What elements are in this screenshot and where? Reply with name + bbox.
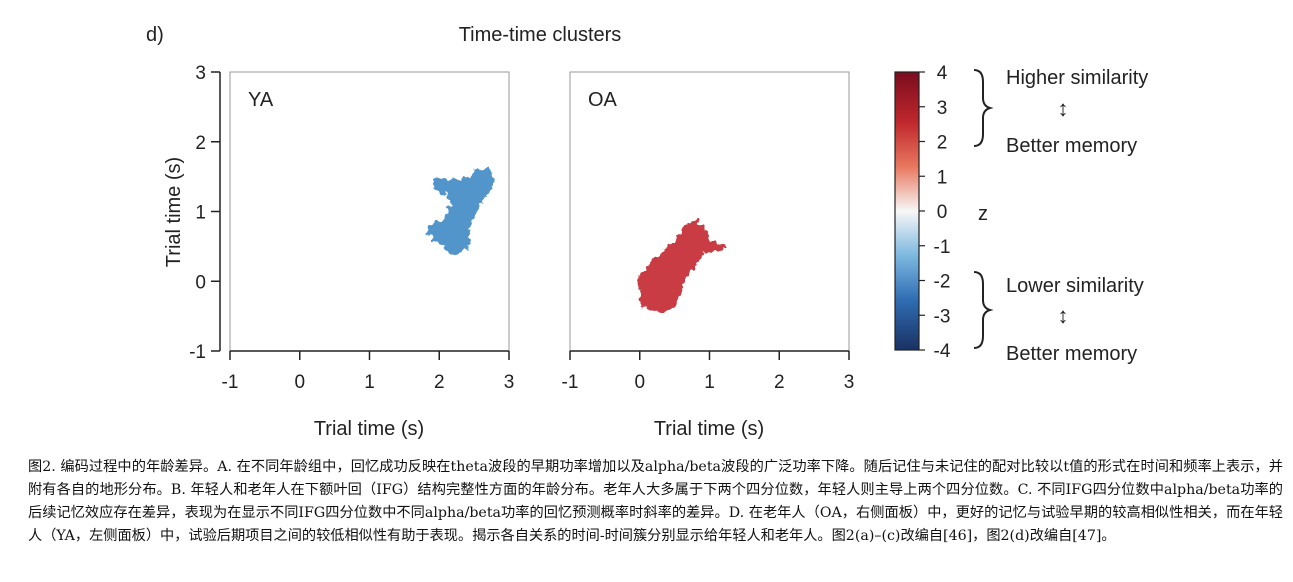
- oa-plot-frame: [569, 71, 850, 352]
- upper-better-memory-label: Better memory: [1006, 135, 1137, 157]
- colorbar-gradient: [894, 71, 920, 351]
- x-axis-label-ya: Trial time (s): [314, 418, 424, 440]
- colorbar-ticks: 4 3 2 1 0 -1 -2 -3 -4: [919, 63, 951, 362]
- colorbar-tick-label: -3: [934, 306, 951, 327]
- oa-x-tick-label: 2: [774, 372, 785, 393]
- y-axis-label: Trial time (s): [163, 157, 185, 267]
- ya-x-tick-label: 1: [364, 372, 375, 393]
- y-tick-label: 0: [195, 272, 206, 293]
- colorbar-tick-label: -1: [934, 237, 951, 258]
- lower-updown-arrow-icon: ↕: [1058, 303, 1069, 328]
- y-tick-label: 2: [195, 133, 206, 154]
- ya-x-tick-label: 2: [434, 372, 445, 393]
- panel-label: d): [146, 24, 164, 46]
- oa-x-tick-label: -1: [562, 372, 579, 393]
- figure-title: Time-time clusters: [459, 24, 622, 46]
- oa-cluster: [636, 219, 727, 313]
- ya-heatmap-panel: YA -1 0 1 2 3 -1 0 1 2 3: [189, 63, 514, 393]
- ya-x-tick-label: 0: [294, 372, 305, 393]
- oa-heatmap-panel: OA -1 0 1 2 3: [562, 71, 855, 393]
- time-time-clusters-figure: d) Time-time clusters YA -1 0 1 2 3 -1 0 1 2 3 OA -…: [146, 24, 1148, 440]
- x-axis-label-oa: Trial time (s): [654, 418, 764, 440]
- oa-x-tick-label: 1: [704, 372, 715, 393]
- upper-annotation: Higher similarity ↕ Better memory: [973, 67, 1148, 157]
- ya-panel-tag: YA: [248, 89, 274, 111]
- colorbar-tick-label: -4: [934, 341, 951, 362]
- higher-similarity-label: Higher similarity: [1006, 67, 1148, 89]
- colorbar-tick-label: 0: [937, 202, 948, 223]
- oa-x-tick-label: 3: [844, 372, 855, 393]
- oa-x-tick-label: 0: [634, 372, 645, 393]
- figure-caption: 图2. 编码过程中的年龄差异。A. 在不同年龄组中，回忆成功反映在theta波段…: [28, 459, 1283, 544]
- colorbar: 4 3 2 1 0 -1 -2 -3 -4 z: [894, 63, 988, 362]
- ya-x-tick-label: 3: [504, 372, 515, 393]
- colorbar-tick-label: 3: [937, 98, 948, 119]
- ya-x-tick-label: -1: [222, 372, 239, 393]
- colorbar-label: z: [978, 203, 988, 225]
- y-tick-label: 3: [195, 63, 206, 84]
- colorbar-tick-label: 1: [937, 167, 948, 188]
- oa-panel-tag: OA: [588, 89, 618, 111]
- colorbar-tick-label: -2: [934, 272, 951, 293]
- upper-brace: [973, 69, 994, 147]
- y-tick-label: -1: [189, 342, 206, 363]
- colorbar-tick-label: 4: [937, 63, 948, 84]
- colorbar-tick-label: 2: [937, 133, 948, 154]
- lower-better-memory-label: Better memory: [1006, 343, 1137, 365]
- y-tick-label: 1: [195, 203, 206, 224]
- lower-brace: [973, 271, 994, 349]
- upper-updown-arrow-icon: ↕: [1058, 96, 1069, 121]
- lower-similarity-label: Lower similarity: [1006, 275, 1144, 297]
- ya-cluster: [426, 166, 494, 255]
- lower-annotation: Lower similarity ↕ Better memory: [973, 271, 1144, 365]
